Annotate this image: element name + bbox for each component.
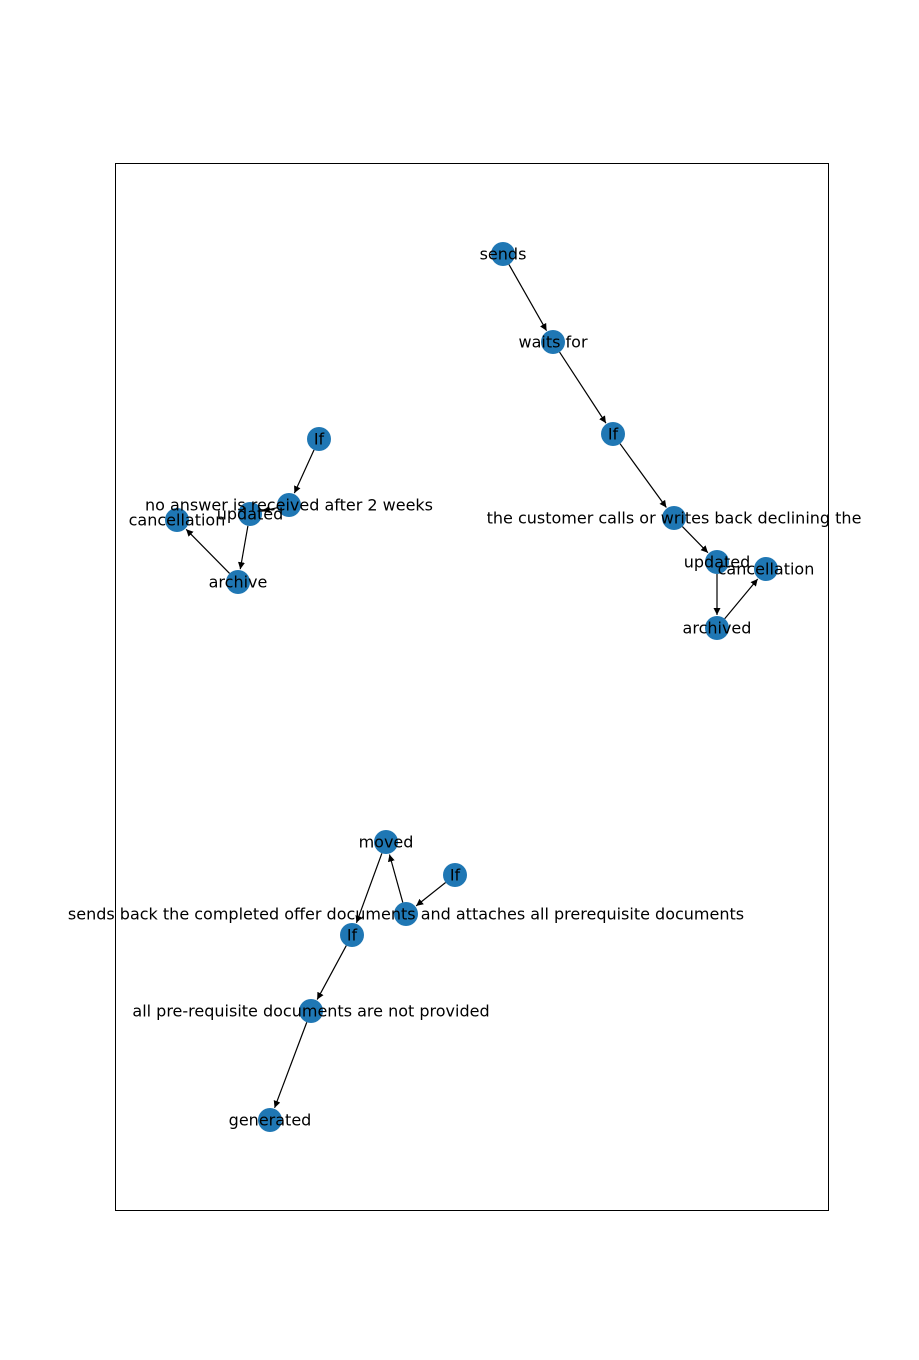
edge-if_bottom-to-not_provided [316, 945, 347, 1000]
node-if_left [307, 427, 331, 451]
node-updated_left [238, 502, 262, 526]
plot-frame [115, 163, 829, 1211]
node-label-cancellation_left: cancellation [129, 511, 226, 530]
edge-no_answer-to-updated_left [262, 506, 278, 513]
node-label-updated_right: updated [684, 553, 751, 572]
node-label-no_answer: no answer is received after 2 weeks [145, 496, 433, 515]
edges-layer [185, 264, 759, 1109]
edge-not_provided-to-generated [273, 1022, 308, 1109]
edge-archive-to-cancellation_left [185, 528, 231, 574]
node-generated [258, 1108, 282, 1132]
node-label-archived: archived [683, 619, 752, 638]
node-label-if_left: If [314, 430, 325, 449]
edge-sends_back-to-moved [387, 854, 404, 903]
edge-archived-to-cancellation_right [724, 578, 759, 620]
edge-sends-to-waits_for [508, 264, 548, 331]
edge-waits_for-to-if_right [559, 351, 607, 424]
node-archived [705, 616, 729, 640]
node-updated_right [705, 550, 729, 574]
node-cancellation_left [165, 508, 189, 532]
edge-if_left-to-no_answer [293, 449, 315, 494]
node-not_provided [299, 999, 323, 1023]
edge-if_right-to-declining [619, 443, 667, 508]
edge-updated_left-to-archive [238, 525, 249, 570]
edge-if_bottom_right-to-sends_back [415, 882, 446, 907]
node-label-sends: sends [480, 245, 527, 264]
node-label-waits_for: waits for [518, 333, 587, 352]
node-declining [662, 506, 686, 530]
edge-moved-to-if_bottom [355, 853, 383, 923]
node-label-sends_back: sends back the completed offer documents… [68, 905, 744, 924]
node-archive [226, 570, 250, 594]
node-label-if_bottom_right: If [450, 866, 461, 885]
node-cancellation_right [754, 557, 778, 581]
node-label-if_bottom: If [347, 926, 358, 945]
node-label-generated: generated [229, 1111, 312, 1130]
node-if_right [601, 422, 625, 446]
node-label-archive: archive [209, 573, 268, 592]
node-label-if_right: If [608, 425, 619, 444]
node-sends_back [394, 902, 418, 926]
labels-layer: sends waits for If the customer calls or wr… [68, 245, 862, 1130]
nodes-layer [165, 242, 778, 1132]
node-label-moved: moved [359, 833, 414, 852]
node-label-updated_left: updated [217, 505, 284, 524]
node-label-not_provided: all pre-requisite documents are not prov… [132, 1002, 489, 1021]
node-label-declining: the customer calls or writes back declin… [487, 509, 862, 528]
edge-declining-to-updated_right [681, 526, 709, 554]
node-if_bottom [340, 923, 364, 947]
node-label-cancellation_right: cancellation [718, 560, 815, 579]
node-sends [491, 242, 515, 266]
node-waits_for [541, 330, 565, 354]
node-moved [374, 830, 398, 854]
node-if_bottom_right [443, 863, 467, 887]
node-no_answer [277, 493, 301, 517]
